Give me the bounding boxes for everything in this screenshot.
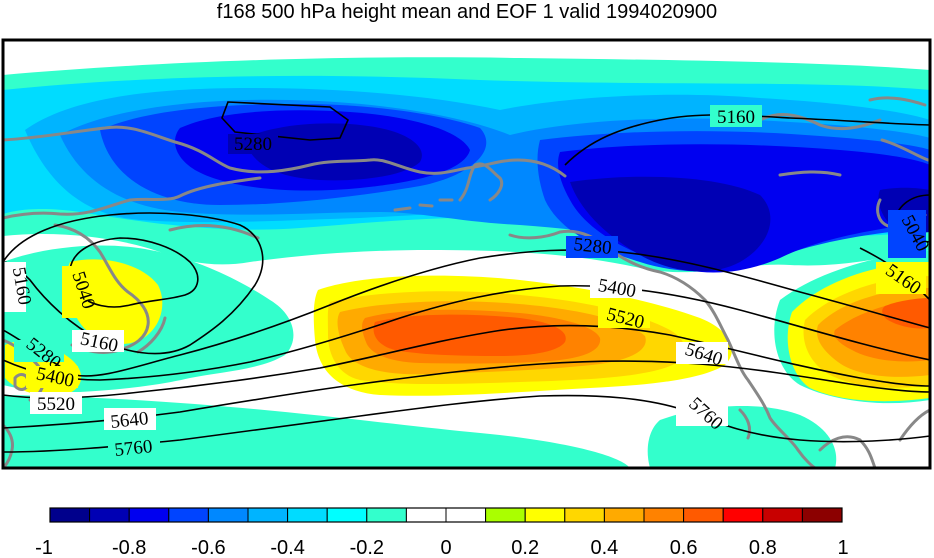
colorbar-swatch <box>248 508 288 522</box>
colorbar-tick-label: -0.4 <box>270 537 304 558</box>
contour-label: 5520 <box>37 394 75 415</box>
map-plot-area: 5160 5280 5160 5040 5160 5280 5400 5520 … <box>3 40 933 468</box>
colorbar-swatch <box>406 508 446 522</box>
colorbar <box>50 508 842 522</box>
colorbar-tick-label: 0.6 <box>670 537 698 558</box>
colorbar-swatch <box>723 508 763 522</box>
colorbar-swatch <box>90 508 130 522</box>
contour-label: 5280 <box>234 134 272 155</box>
colorbar-swatch <box>525 508 565 522</box>
colorbar-tick-label: -0.6 <box>191 537 225 558</box>
colorbar-tick-label: -0.2 <box>350 537 384 558</box>
colorbar-tick-label: 0.2 <box>511 537 539 558</box>
contour-label: 5640 <box>109 408 149 433</box>
colorbar-swatch <box>486 508 526 522</box>
colorbar-swatch <box>644 508 684 522</box>
colorbar-swatch <box>367 508 407 522</box>
colorbar-tick-label: 0 <box>440 537 451 558</box>
colorbar-tick-labels: -1 -0.8 -0.6 -0.4 -0.2 0 0.2 0.4 0.6 0.8 1 <box>35 537 848 558</box>
colorbar-swatch <box>169 508 209 522</box>
colorbar-swatch <box>208 508 248 522</box>
contour-label: 5280 <box>573 234 613 259</box>
colorbar-swatch <box>565 508 605 522</box>
colorbar-swatch <box>129 508 169 522</box>
colorbar-swatch <box>684 508 724 522</box>
colorbar-tick-label: 0.4 <box>590 537 618 558</box>
contour-label: 5760 <box>113 436 153 461</box>
colorbar-swatch <box>763 508 803 522</box>
colorbar-swatch <box>802 508 842 522</box>
colorbar-swatch <box>446 508 486 522</box>
colorbar-tick-label: 1 <box>837 537 848 558</box>
colorbar-tick-label: -0.8 <box>112 537 146 558</box>
colorbar-swatch <box>288 508 328 522</box>
colorbar-swatch <box>604 508 644 522</box>
colorbar-tick-label: -1 <box>35 537 53 558</box>
colorbar-swatch <box>327 508 367 522</box>
colorbar-swatch <box>50 508 90 522</box>
contour-label: 5160 <box>717 107 755 128</box>
colorbar-tick-label: 0.8 <box>749 537 777 558</box>
